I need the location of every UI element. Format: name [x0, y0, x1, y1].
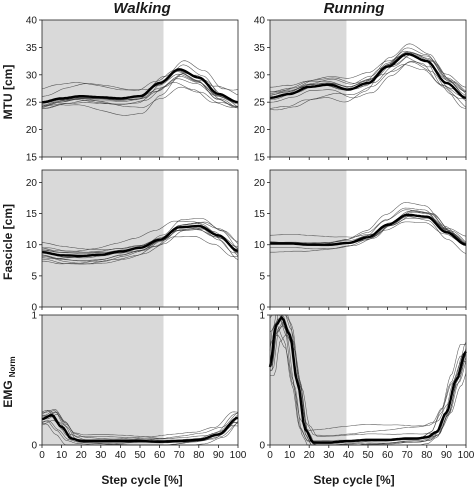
x-tick-label: 80 [421, 450, 433, 461]
x-tick-label: 70 [174, 450, 186, 461]
x-tick-label: 80 [193, 450, 205, 461]
x-tick-label: 100 [458, 450, 474, 461]
y-tick-label: 20 [254, 125, 266, 136]
individual-curve [41, 78, 238, 105]
individual-curve [269, 318, 467, 446]
y-tick-label: 35 [26, 43, 38, 54]
y-tick-label: 15 [254, 153, 266, 164]
y-tick-label: 1 [259, 311, 265, 322]
individual-curve [41, 229, 239, 253]
y-tick-label: 40 [254, 16, 266, 27]
x-tick-label: 100 [230, 450, 247, 461]
individual-curve [41, 218, 239, 259]
x-tick-label: 90 [213, 450, 225, 461]
y-tick-label: 20 [26, 125, 38, 136]
x-tick-label: 0 [39, 450, 45, 461]
y-tick-label: 0 [31, 303, 37, 314]
y-tick-label: 20 [254, 178, 266, 189]
x-tick-label: 60 [382, 450, 394, 461]
individual-curve [270, 216, 467, 254]
y-tick-label: 25 [26, 98, 38, 109]
individual-curve [41, 60, 239, 97]
mean-curve [41, 413, 239, 444]
col-title-walking: Walking [113, 0, 170, 17]
y-tick-label: 15 [254, 209, 266, 220]
xlabel-running: Step cycle [%] [313, 473, 394, 487]
mean-curve [269, 52, 467, 99]
x-tick-label: 40 [343, 450, 355, 461]
y-tick-label: 30 [26, 70, 38, 81]
x-tick-label: 10 [56, 450, 68, 461]
x-tick-label: 70 [402, 450, 414, 461]
x-tick-label: 20 [304, 450, 316, 461]
individual-curve [269, 325, 467, 436]
x-tick-label: 90 [441, 450, 453, 461]
individual-curve [269, 61, 467, 111]
y-tick-label: 0 [259, 441, 265, 452]
panel-walking-mtu: 15 20 25 30 35 40 [26, 16, 239, 164]
mean-curve [41, 224, 239, 258]
x-tick-label: 0 [267, 450, 273, 461]
individual-curve [41, 412, 239, 441]
stance-shade [270, 20, 347, 157]
x-tick-label: 30 [95, 450, 107, 461]
y-tick-label: 0 [259, 303, 265, 314]
stance-shade [42, 20, 164, 157]
y-tick-label: 5 [259, 271, 265, 282]
y-tick-label: 10 [254, 240, 266, 251]
stance-shade [42, 170, 164, 307]
individual-curve [270, 314, 467, 446]
panel-running-mtu: 15 20 25 30 35 40 [254, 16, 467, 164]
individual-curve [41, 86, 239, 108]
panel-running-fascicle: 0 5 10 15 20 [254, 169, 467, 314]
y-tick-label: 15 [26, 153, 38, 164]
x-tick-label: 40 [115, 450, 127, 461]
y-tick-label: 25 [254, 98, 266, 109]
stance-shade [270, 315, 347, 445]
x-tick-label: 10 [284, 450, 296, 461]
mean-curve [270, 213, 467, 246]
y-tick-label: 35 [254, 43, 266, 54]
xlabel-walking: Step cycle [%] [101, 473, 182, 487]
individual-curve [41, 225, 239, 265]
ylabel-emg-sub: Norm [8, 356, 17, 377]
x-tick-label: 50 [134, 450, 146, 461]
individual-curve [42, 226, 239, 265]
y-tick-label: 30 [254, 70, 266, 81]
panel-walking-fascicle: 0 5 10 15 20 [26, 169, 239, 314]
x-tick-label: 60 [154, 450, 166, 461]
panels-group: 1520253035401520253035400510152005101520… [26, 16, 474, 462]
y-tick-label: 1 [31, 311, 37, 322]
col-title-running: Running [324, 0, 385, 17]
individual-curve [269, 64, 467, 97]
stance-shade [270, 170, 347, 307]
y-tick-label: 5 [31, 271, 37, 282]
y-tick-label: 20 [26, 178, 38, 189]
ylabel-emg: EMG Norm [1, 356, 17, 407]
y-tick-label: 0 [31, 441, 37, 452]
ylabel-emg-main: EMG [1, 380, 15, 407]
panel-running-emg: 010 10 20 30 40 50 60 70 80 90 100 [259, 311, 474, 462]
y-tick-label: 10 [26, 240, 38, 251]
mean-curve [268, 315, 467, 444]
x-tick-label: 50 [362, 450, 374, 461]
mean-curve [41, 68, 239, 104]
ylabel-fascicle: Fascicle [cm] [1, 204, 15, 280]
y-tick-label: 40 [26, 16, 38, 27]
individual-curve [41, 409, 239, 440]
individual-curve [42, 222, 239, 251]
ylabel-mtu: MTU [cm] [1, 65, 15, 120]
y-tick-label: 15 [26, 209, 38, 220]
individual-curve [269, 54, 467, 94]
x-tick-label: 30 [323, 450, 335, 461]
panel-walking-emg: 010 10 20 30 40 50 60 70 80 90 100 [31, 311, 246, 462]
x-tick-label: 20 [76, 450, 88, 461]
